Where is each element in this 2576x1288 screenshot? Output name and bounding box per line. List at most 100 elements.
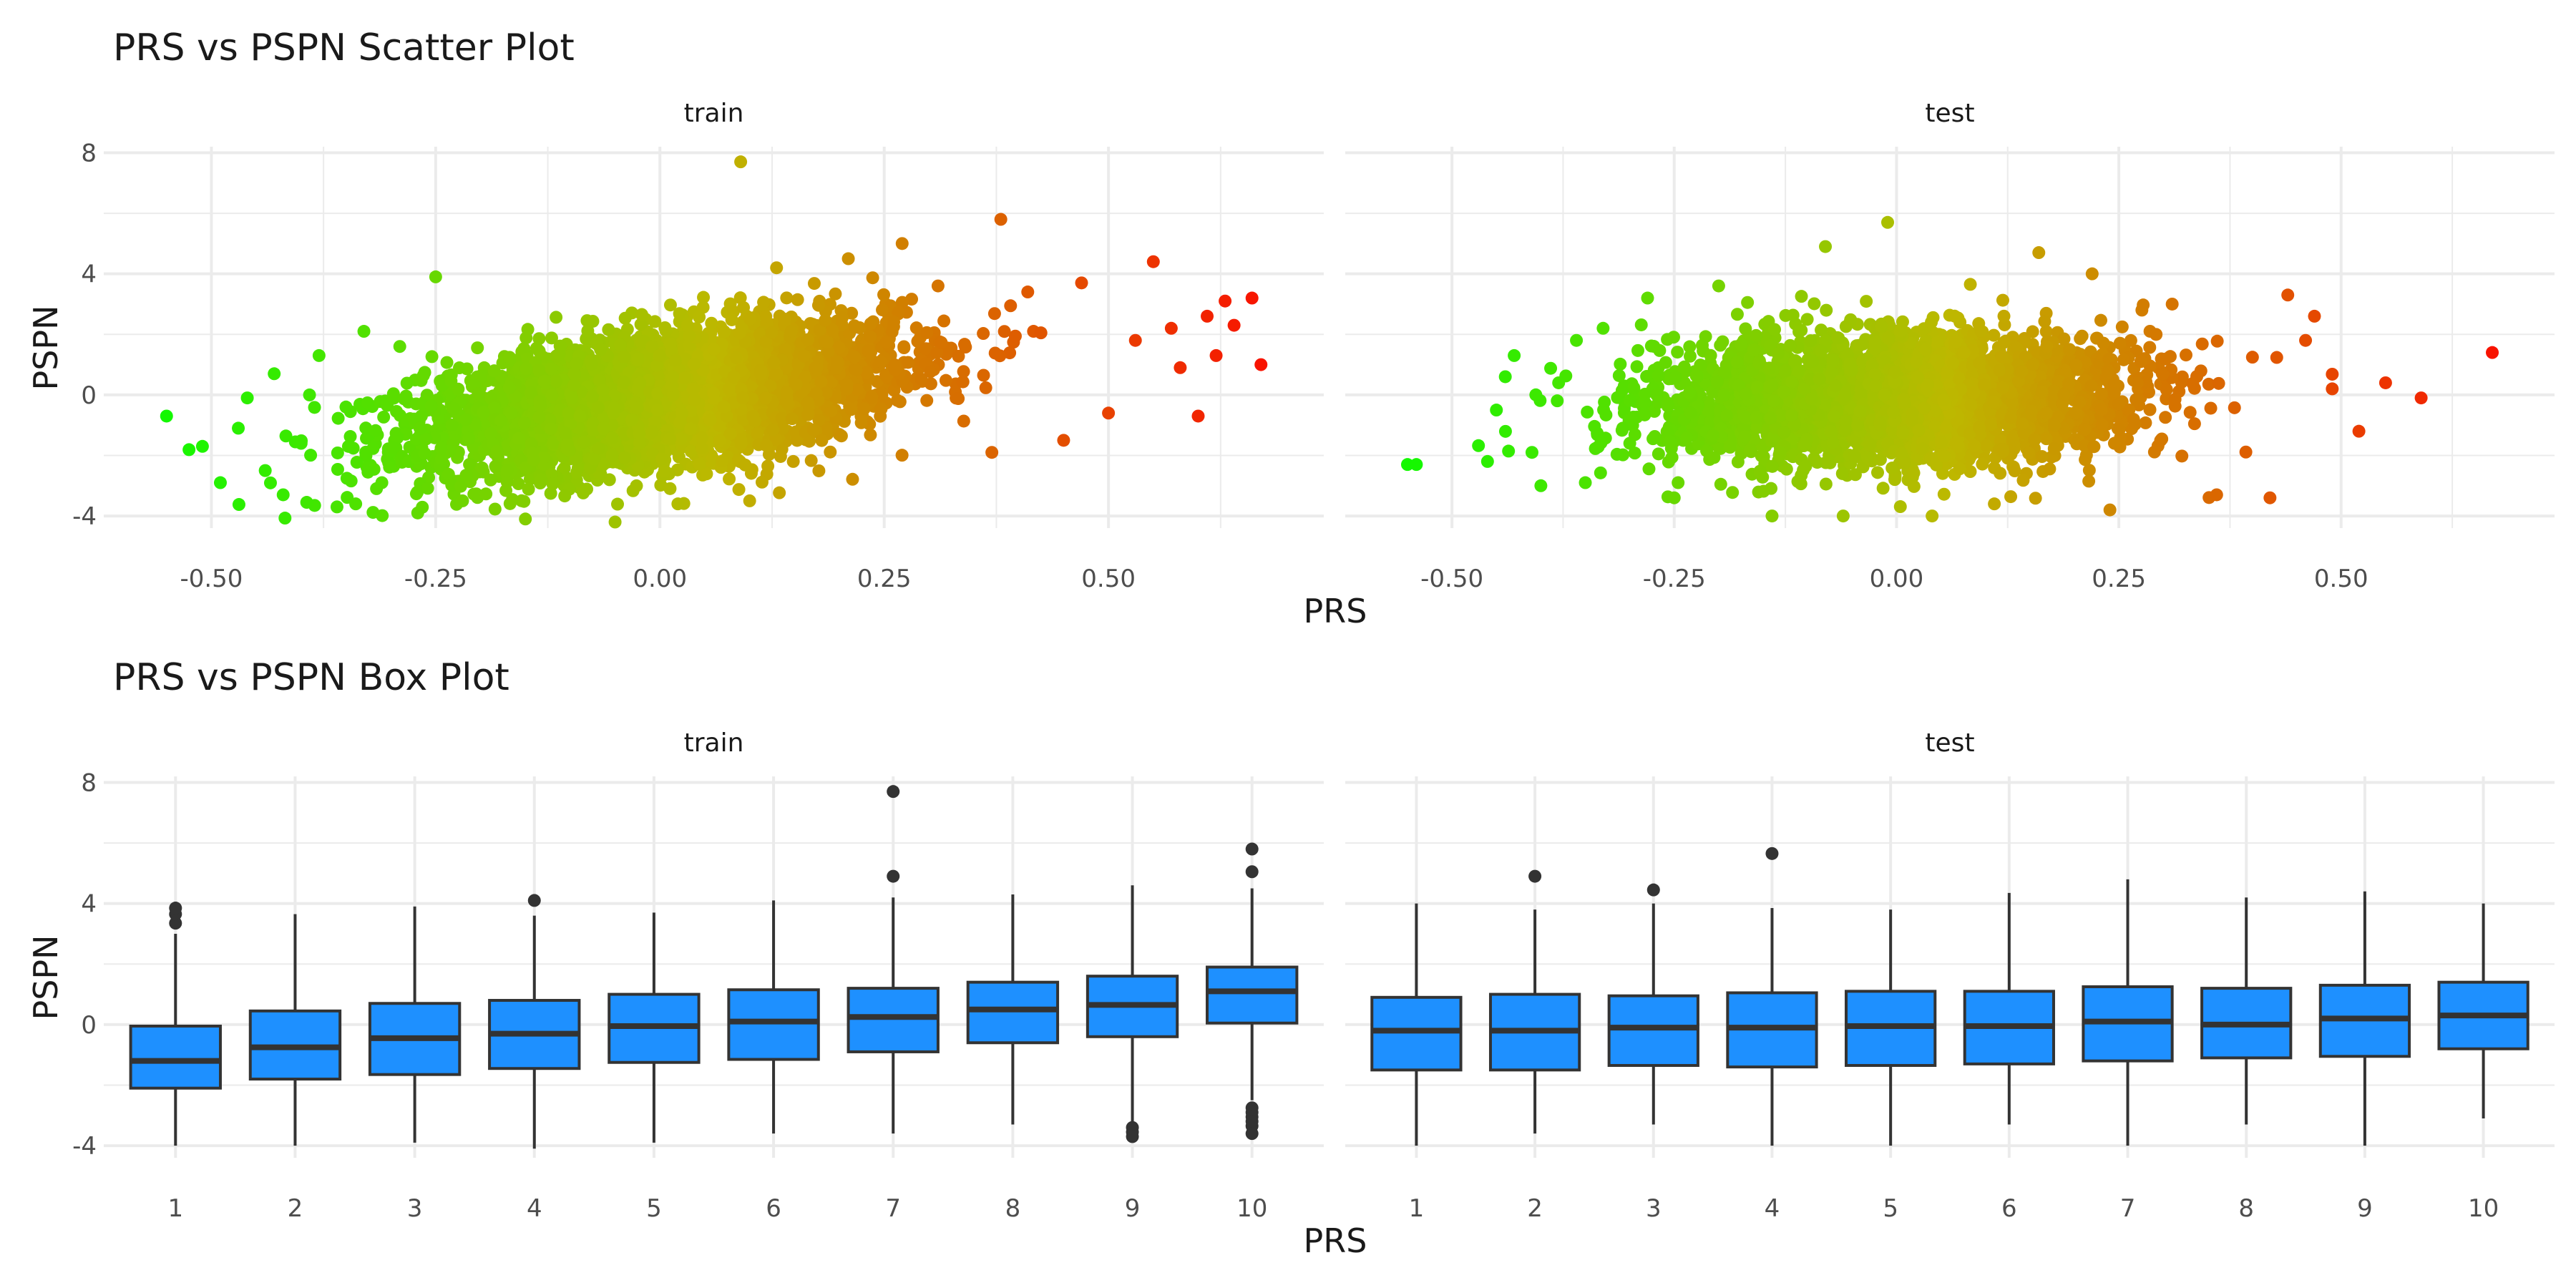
scatter-point <box>791 293 804 306</box>
scatter-point <box>331 462 344 476</box>
scatter-point <box>376 509 389 522</box>
scatter-point <box>586 314 600 328</box>
scatter-point <box>673 307 686 321</box>
scatter-point <box>897 341 911 355</box>
scatter-point <box>459 469 473 482</box>
scatter-point <box>2115 320 2129 333</box>
scatter-point <box>723 427 737 441</box>
scatter-point <box>519 362 533 376</box>
scatter-point <box>977 327 990 341</box>
x-tick-label: 0.00 <box>633 565 687 593</box>
scatter-point <box>1594 466 1607 479</box>
scatter-point <box>846 472 859 486</box>
scatter-point <box>935 336 948 349</box>
scatter-point <box>988 346 1002 360</box>
scatter-point <box>512 431 525 445</box>
scatter-point <box>630 479 643 492</box>
y-tick-label: 4 <box>81 260 97 289</box>
scatter-point <box>655 452 668 466</box>
scatter-point <box>1963 278 1977 291</box>
scatter-point <box>738 458 752 472</box>
scatter-point <box>707 343 721 356</box>
scatter-point <box>841 252 855 265</box>
scatter-point <box>454 479 467 493</box>
scatter-point <box>545 362 558 376</box>
scatter-point <box>1860 295 1873 308</box>
x-tick-label: -0.50 <box>180 565 243 593</box>
scatter-point <box>684 421 698 435</box>
scatter-point <box>341 439 355 453</box>
scatter-point <box>369 424 382 437</box>
scatter-point <box>440 356 454 369</box>
scatter-point <box>504 406 518 420</box>
scatter-point <box>866 271 879 285</box>
scatter-point <box>801 333 815 346</box>
scatter-point <box>687 357 701 371</box>
scatter-point <box>879 335 893 348</box>
scatter-point <box>877 288 891 301</box>
scatter-point <box>804 454 818 467</box>
scatter-point <box>985 446 999 459</box>
scatter-point <box>801 408 815 421</box>
scatter-point <box>1021 286 1035 299</box>
scatter-point <box>743 312 757 326</box>
scatter-point <box>350 456 364 469</box>
scatter-point <box>743 494 756 507</box>
scatter-point <box>630 401 644 415</box>
scatter-point <box>755 475 769 489</box>
scatter-point <box>232 498 245 512</box>
scatter-point <box>596 384 610 397</box>
scatter-point <box>618 350 631 364</box>
scatter-point <box>778 313 791 326</box>
scatter-point <box>686 382 700 396</box>
scatter-point <box>375 476 389 489</box>
scatter-point <box>658 464 671 478</box>
scatter-point <box>663 432 677 446</box>
scatter-point <box>997 325 1011 338</box>
facet-label: test <box>1925 99 1974 128</box>
scatter-point <box>876 303 889 317</box>
scatter-point <box>535 473 548 487</box>
scatter-point <box>2195 337 2209 351</box>
scatter-point <box>625 413 638 426</box>
scatter-point <box>957 365 970 379</box>
scatter-point <box>279 429 293 443</box>
scatter-point <box>840 382 854 396</box>
scatter-point <box>895 237 909 250</box>
scatter-point <box>522 482 535 496</box>
scatter-point <box>397 392 411 406</box>
scatter-point <box>891 394 904 407</box>
scatter-point <box>488 502 502 516</box>
scatter-point <box>534 399 547 413</box>
scatter-point <box>472 387 485 401</box>
scatter-point <box>826 323 839 337</box>
scatter-point <box>232 421 245 435</box>
scatter-point <box>585 357 598 371</box>
scatter-point <box>635 308 648 321</box>
scatter-point <box>812 464 826 477</box>
scatter-point <box>330 500 343 514</box>
scatter-point <box>765 326 779 339</box>
x-tick-label: -0.25 <box>404 565 467 593</box>
scatter-point <box>429 270 442 283</box>
scatter-point <box>718 325 731 338</box>
scatter-point <box>746 409 760 423</box>
scatter-point <box>550 311 563 324</box>
scatter-point <box>758 391 772 405</box>
scatter-point <box>716 454 729 468</box>
scatter-point <box>413 421 426 435</box>
scatter-point <box>769 368 782 381</box>
scatter-point <box>707 386 721 400</box>
scatter-point <box>1671 346 1684 359</box>
scatter-point <box>462 431 476 445</box>
scatter-point <box>213 476 227 489</box>
scatter-point <box>829 287 842 301</box>
scatter-point <box>809 386 823 400</box>
scatter-point <box>633 376 647 390</box>
scatter-title: PRS vs PSPN Scatter Plot <box>113 26 575 69</box>
scatter-point <box>240 391 254 405</box>
scatter-point <box>300 496 313 509</box>
scatter-point <box>1164 321 1178 335</box>
scatter-point <box>263 476 277 489</box>
scatter-point <box>924 365 937 379</box>
